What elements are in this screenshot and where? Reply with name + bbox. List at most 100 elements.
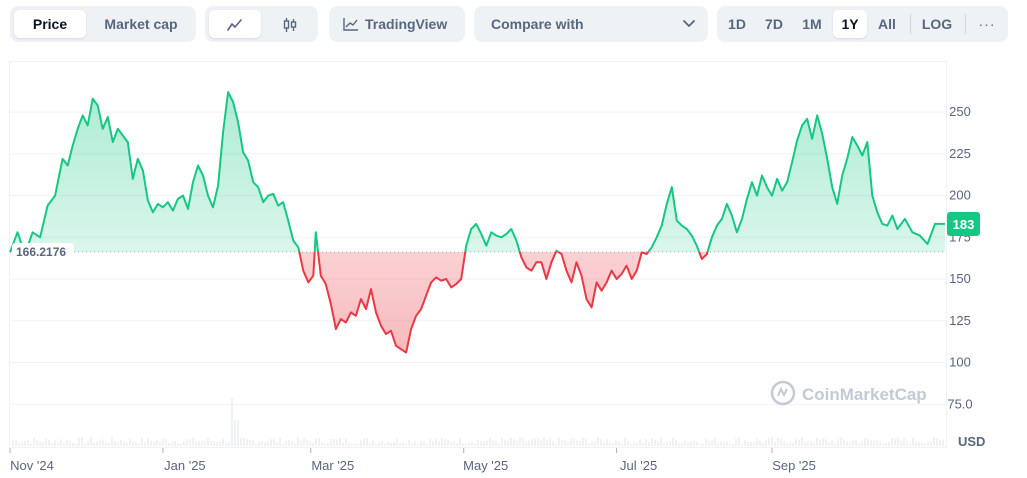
volume-bar xyxy=(354,443,356,446)
volume-bar xyxy=(279,437,281,446)
volume-bar xyxy=(462,443,464,446)
line-chart-button[interactable] xyxy=(209,10,261,38)
volume-bar xyxy=(72,442,74,446)
volume-bar xyxy=(162,438,164,446)
volume-bar xyxy=(789,442,791,446)
volume-bar xyxy=(138,443,140,446)
volume-bar xyxy=(930,441,932,446)
tab-price[interactable]: Price xyxy=(14,10,86,38)
volume-bar xyxy=(213,440,215,446)
volume-bar xyxy=(759,440,761,446)
compare-with-select[interactable]: Compare with xyxy=(474,6,708,42)
tab-market-cap[interactable]: Market cap xyxy=(104,16,178,32)
x-tick-label: Jan '25 xyxy=(164,458,206,473)
range-divider xyxy=(910,14,911,34)
volume-bar xyxy=(909,443,911,446)
volume-bar xyxy=(465,443,467,446)
x-tick-label: Jul '25 xyxy=(620,458,657,473)
more-options-button[interactable]: ··· xyxy=(978,16,996,32)
volume-bar xyxy=(96,441,98,446)
volume-bar xyxy=(798,439,800,446)
volume-bar xyxy=(747,442,749,446)
volume-bar xyxy=(687,442,689,446)
tradingview-button[interactable]: TradingView xyxy=(329,6,465,42)
volume-bar xyxy=(762,442,764,446)
volume-bar xyxy=(252,440,254,446)
volume-bar xyxy=(663,442,665,446)
log-scale-toggle[interactable]: LOG xyxy=(921,16,953,32)
volume-bar xyxy=(585,438,587,446)
volume-bar xyxy=(93,442,95,446)
volume-bar xyxy=(420,440,422,446)
volume-bar xyxy=(306,439,308,446)
volume-bar xyxy=(63,442,65,446)
volume-bar xyxy=(642,442,644,446)
volume-bar xyxy=(360,440,362,446)
volume-bar xyxy=(372,440,374,446)
volume-bar xyxy=(888,441,890,446)
volume-bar xyxy=(114,440,116,446)
volume-bar xyxy=(315,438,317,446)
volume-bar xyxy=(468,442,470,446)
volume-bar xyxy=(435,438,437,446)
volume-bar xyxy=(177,443,179,446)
x-tick-label: Nov '24 xyxy=(10,458,54,473)
volume-bar xyxy=(249,439,251,446)
range-all[interactable]: All xyxy=(878,16,896,32)
volume-bar xyxy=(165,439,167,446)
chart-style-toggle xyxy=(205,6,318,42)
volume-bar xyxy=(270,439,272,446)
volume-bar xyxy=(501,437,503,446)
volume-bar xyxy=(228,442,230,446)
volume-bar xyxy=(741,443,743,446)
volume-bar xyxy=(393,441,395,446)
volume-bar xyxy=(150,440,152,446)
chevron-down-icon xyxy=(683,20,695,27)
volume-bar xyxy=(579,440,581,446)
volume-bar xyxy=(15,440,17,446)
candlestick-button[interactable] xyxy=(265,10,315,38)
range-1d[interactable]: 1D xyxy=(728,16,746,32)
volume-bar xyxy=(507,440,509,446)
volume-bar xyxy=(606,439,608,446)
volume-bar xyxy=(684,440,686,446)
range-1y[interactable]: 1Y xyxy=(833,10,867,38)
volume-bar xyxy=(819,439,821,446)
volume-bar xyxy=(348,442,350,446)
volume-bar xyxy=(471,441,473,446)
watermark-text: CoinMarketCap xyxy=(802,385,927,404)
y-tick-label: 225 xyxy=(949,146,971,161)
y-tick-label: 75.0 xyxy=(947,396,972,411)
volume-bar xyxy=(678,443,680,446)
volume-bar xyxy=(444,438,446,446)
volume-bar xyxy=(903,437,905,446)
currency-label: USD xyxy=(958,434,985,449)
volume-bar xyxy=(132,441,134,446)
range-7d[interactable]: 7D xyxy=(765,16,783,32)
volume-bar xyxy=(714,437,716,446)
volume-bar xyxy=(567,441,569,446)
volume-bar xyxy=(159,441,161,446)
volume-bar xyxy=(558,437,560,446)
volume-bar xyxy=(921,442,923,446)
volume-bar xyxy=(369,442,371,446)
volume-bar xyxy=(765,439,767,446)
volume-bar xyxy=(861,441,863,446)
volume-bar xyxy=(900,440,902,446)
volume-bar xyxy=(342,442,344,446)
volume-bar xyxy=(141,437,143,446)
baseline-label: 166.2176 xyxy=(12,242,74,261)
volume-bar xyxy=(363,438,365,446)
current-price-label: 183 xyxy=(953,217,975,232)
volume-bar xyxy=(582,437,584,446)
volume-bar xyxy=(225,443,227,446)
volume-bar xyxy=(390,442,392,446)
baseline-value-label: 166.2176 xyxy=(16,245,66,259)
volume-bar xyxy=(75,443,77,446)
range-1m[interactable]: 1M xyxy=(802,16,822,32)
volume-bar xyxy=(297,437,299,446)
volume-bar xyxy=(414,441,416,446)
volume-bar xyxy=(99,440,101,446)
volume-bar xyxy=(87,440,89,446)
volume-bar xyxy=(597,437,599,446)
